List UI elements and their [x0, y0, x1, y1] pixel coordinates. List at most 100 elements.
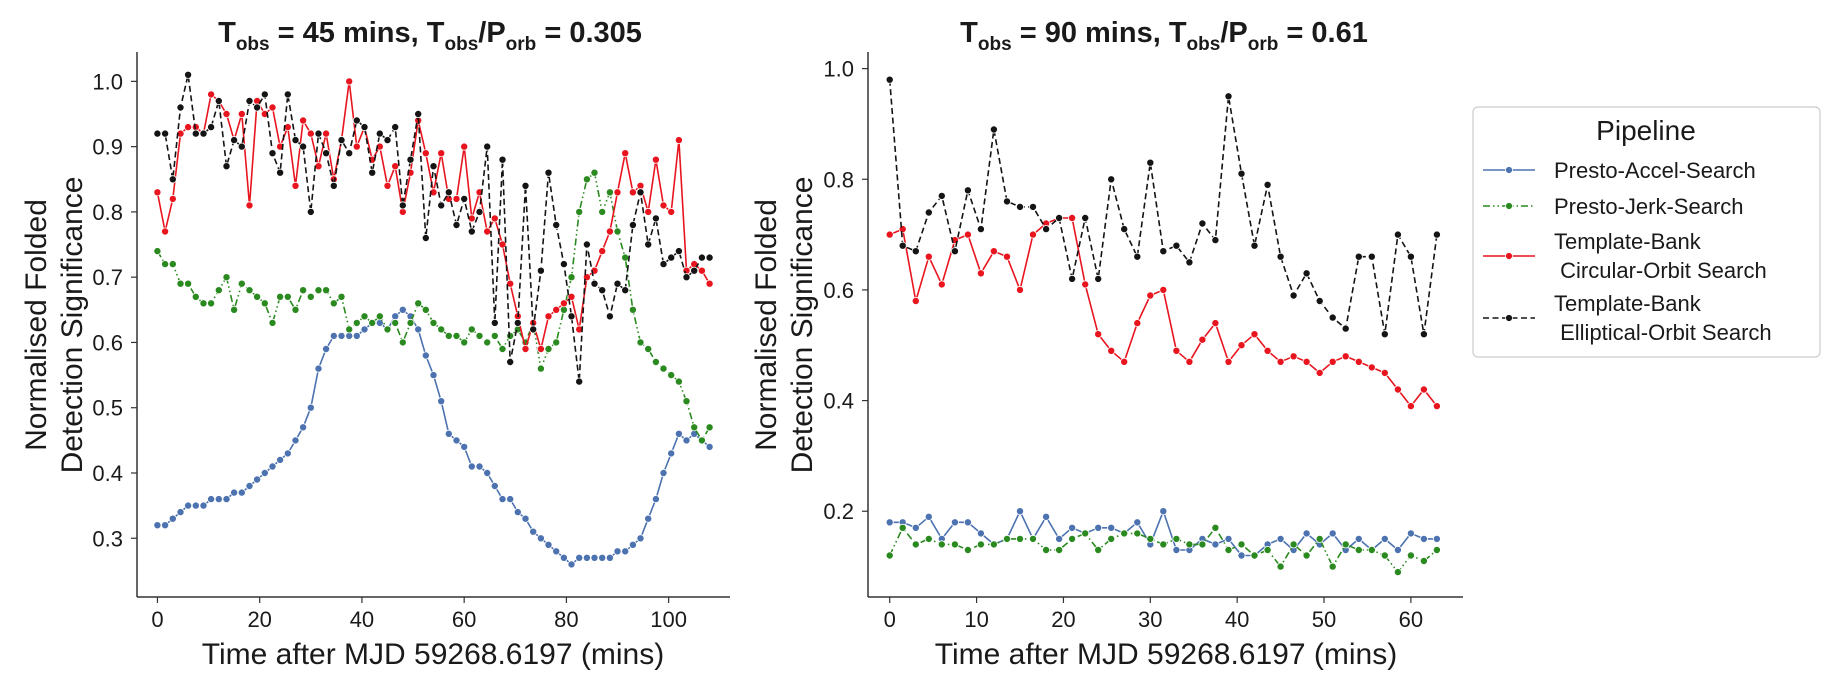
right-circular-point	[1328, 357, 1337, 366]
left-jerk-point	[483, 338, 492, 347]
left-elliptical-point	[383, 136, 392, 145]
right-elliptical-point	[885, 75, 894, 84]
left-x-tick-label: 60	[452, 607, 476, 632]
right-circular-point	[1380, 368, 1389, 377]
left-circular-point	[605, 227, 614, 236]
left-jerk-point	[598, 207, 607, 216]
left-elliptical-point	[314, 129, 323, 138]
right-x-tick-label: 20	[1051, 607, 1075, 632]
right-series-group	[885, 75, 1441, 577]
legend: Pipeline Presto-Accel-Search Presto-Jerk…	[1472, 106, 1821, 358]
left-jerk-point	[214, 286, 223, 295]
right-elliptical-point	[1406, 252, 1415, 261]
left-elliptical-point	[644, 240, 653, 249]
right-circular-point	[1419, 385, 1428, 394]
left-jerk-point	[375, 312, 384, 321]
left-accel-point	[659, 468, 668, 477]
left-accel-point	[705, 442, 714, 451]
left-jerk-point	[230, 305, 239, 314]
left-elliptical-point	[552, 220, 561, 229]
left-jerk-point	[421, 305, 430, 314]
left-accel-point	[559, 553, 568, 562]
right-jerk-point	[885, 551, 894, 560]
left-accel-point	[651, 495, 660, 504]
left-accel-point	[161, 521, 170, 530]
left-circular-point	[628, 188, 637, 197]
left-elliptical-point	[513, 318, 522, 327]
right-accel-point	[1133, 518, 1142, 527]
left-circular-point	[153, 188, 162, 197]
left-elliptical-point	[168, 175, 177, 184]
right-elliptical-point	[1380, 330, 1389, 339]
left-accel-line	[157, 308, 711, 566]
left-circular-point	[460, 142, 469, 151]
left-elliptical-point	[199, 129, 208, 138]
right-jerk-point	[1224, 546, 1233, 555]
left-elliptical-point	[237, 142, 246, 151]
left-jerk-point	[552, 338, 561, 347]
left-circular-point	[667, 207, 676, 216]
left-jerk-point	[184, 279, 193, 288]
left-accel-point	[337, 331, 346, 340]
left-accel-point	[360, 325, 369, 334]
right-accel-point	[1055, 534, 1064, 543]
left-accel-point	[536, 534, 545, 543]
left-jerk-point	[567, 273, 576, 282]
left-elliptical-point	[437, 201, 446, 210]
left-jerk-point	[697, 436, 706, 445]
left-y-tick-label: 0.8	[92, 200, 123, 225]
right-elliptical-point	[1133, 252, 1142, 261]
right-circular-point	[1107, 346, 1116, 355]
right-elliptical-point	[1016, 202, 1025, 211]
right-circular-point	[898, 225, 907, 234]
right-circular-point	[937, 280, 946, 289]
left-y-tick-label: 0.7	[92, 265, 123, 290]
left-jerk-point	[153, 247, 162, 256]
right-y-tick-label: 0.6	[823, 278, 854, 303]
right-x-tick-label: 30	[1138, 607, 1162, 632]
right-circular-point	[1133, 319, 1142, 328]
left-elliptical-point	[498, 155, 507, 164]
right-circular-point	[1432, 402, 1441, 411]
left-jerk-point	[506, 331, 515, 340]
right-elliptical-point	[1354, 252, 1363, 261]
right-elliptical-point	[1276, 252, 1285, 261]
left-elliptical-point	[368, 168, 377, 177]
left-circular-point	[375, 142, 384, 151]
left-accel-point	[184, 501, 193, 510]
left-elliptical-point	[191, 129, 200, 138]
left-accel-point	[253, 475, 262, 484]
right-elliptical-point	[1120, 225, 1129, 234]
left-circular-point	[237, 110, 246, 119]
right-y-tick-label: 0.2	[823, 499, 854, 524]
left-elliptical-point	[176, 103, 185, 112]
right-elliptical-point	[989, 125, 998, 134]
right-circular-point	[1263, 346, 1272, 355]
left-jerk-point	[460, 338, 469, 347]
right-jerk-point	[1341, 540, 1350, 549]
left-circular-point	[222, 110, 231, 119]
left-circular-point	[437, 149, 446, 158]
left-circular-point	[659, 201, 668, 210]
left-jerk-point	[337, 292, 346, 301]
right-circular-point	[1393, 385, 1402, 394]
left-accel-point	[314, 364, 323, 373]
left-elliptical-point	[230, 136, 239, 145]
right-jerk-point	[1289, 540, 1298, 549]
right-circular-point	[1250, 330, 1259, 339]
right-circular-point	[1354, 357, 1363, 366]
right-elliptical-point	[1315, 296, 1324, 305]
left-elliptical-point	[598, 286, 607, 295]
right-accel-point	[1224, 534, 1233, 543]
left-circular-point	[651, 155, 660, 164]
left-circular-point	[506, 279, 515, 288]
right-x-axis-label: Time after MJD 59268.6197 (mins)	[935, 638, 1397, 671]
left-accel-point	[613, 547, 622, 556]
left-x-tick-label: 40	[350, 607, 374, 632]
right-elliptical-point	[1055, 213, 1064, 222]
left-accel-point	[452, 436, 461, 445]
left-elliptical-point	[529, 325, 538, 334]
left-jerk-point	[498, 344, 507, 353]
left-jerk-point	[444, 331, 453, 340]
left-jerk-point	[636, 338, 645, 347]
